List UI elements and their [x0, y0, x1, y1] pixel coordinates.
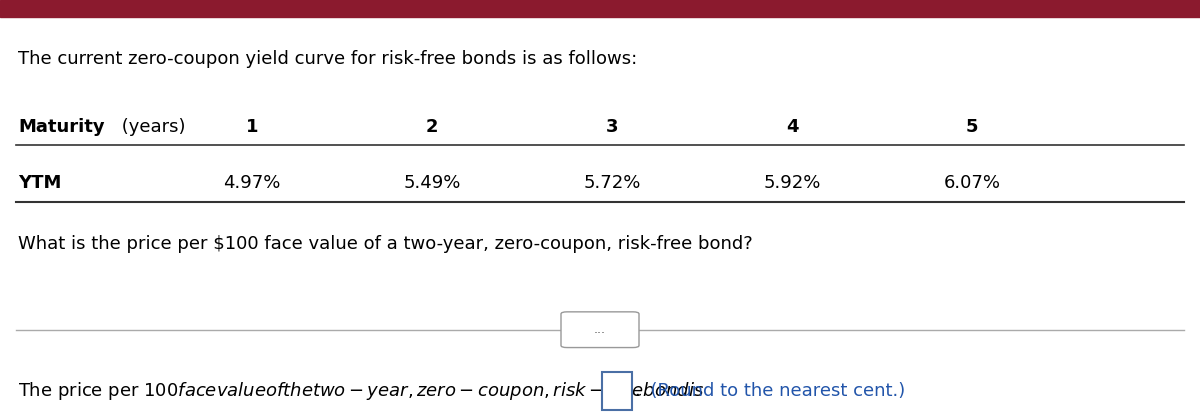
Text: 6.07%: 6.07% [943, 174, 1001, 192]
Text: 4: 4 [786, 118, 798, 136]
FancyBboxPatch shape [562, 312, 640, 348]
Text: (years): (years) [116, 118, 186, 136]
Text: What is the price per $100 face value of a two-year, zero-coupon, risk-free bond: What is the price per $100 face value of… [18, 235, 752, 253]
Text: 2: 2 [426, 118, 438, 136]
Text: 5: 5 [966, 118, 978, 136]
Text: ...: ... [594, 323, 606, 336]
FancyBboxPatch shape [602, 372, 632, 410]
Text: 1: 1 [246, 118, 258, 136]
Text: Maturity: Maturity [18, 118, 104, 136]
Text: The current zero-coupon yield curve for risk-free bonds is as follows:: The current zero-coupon yield curve for … [18, 50, 637, 68]
Text: The price per $100 face value of the two-year, zero-coupon, risk-free bond is $: The price per $100 face value of the two… [18, 380, 704, 402]
Text: 5.92%: 5.92% [763, 174, 821, 192]
Text: 4.97%: 4.97% [223, 174, 281, 192]
Text: (Round to the nearest cent.): (Round to the nearest cent.) [640, 382, 906, 399]
Text: 5.49%: 5.49% [403, 174, 461, 192]
Text: .: . [635, 382, 641, 399]
Bar [0, 0, 1200, 17]
Text: YTM: YTM [18, 174, 61, 192]
Text: 3: 3 [606, 118, 618, 136]
Text: 5.72%: 5.72% [583, 174, 641, 192]
